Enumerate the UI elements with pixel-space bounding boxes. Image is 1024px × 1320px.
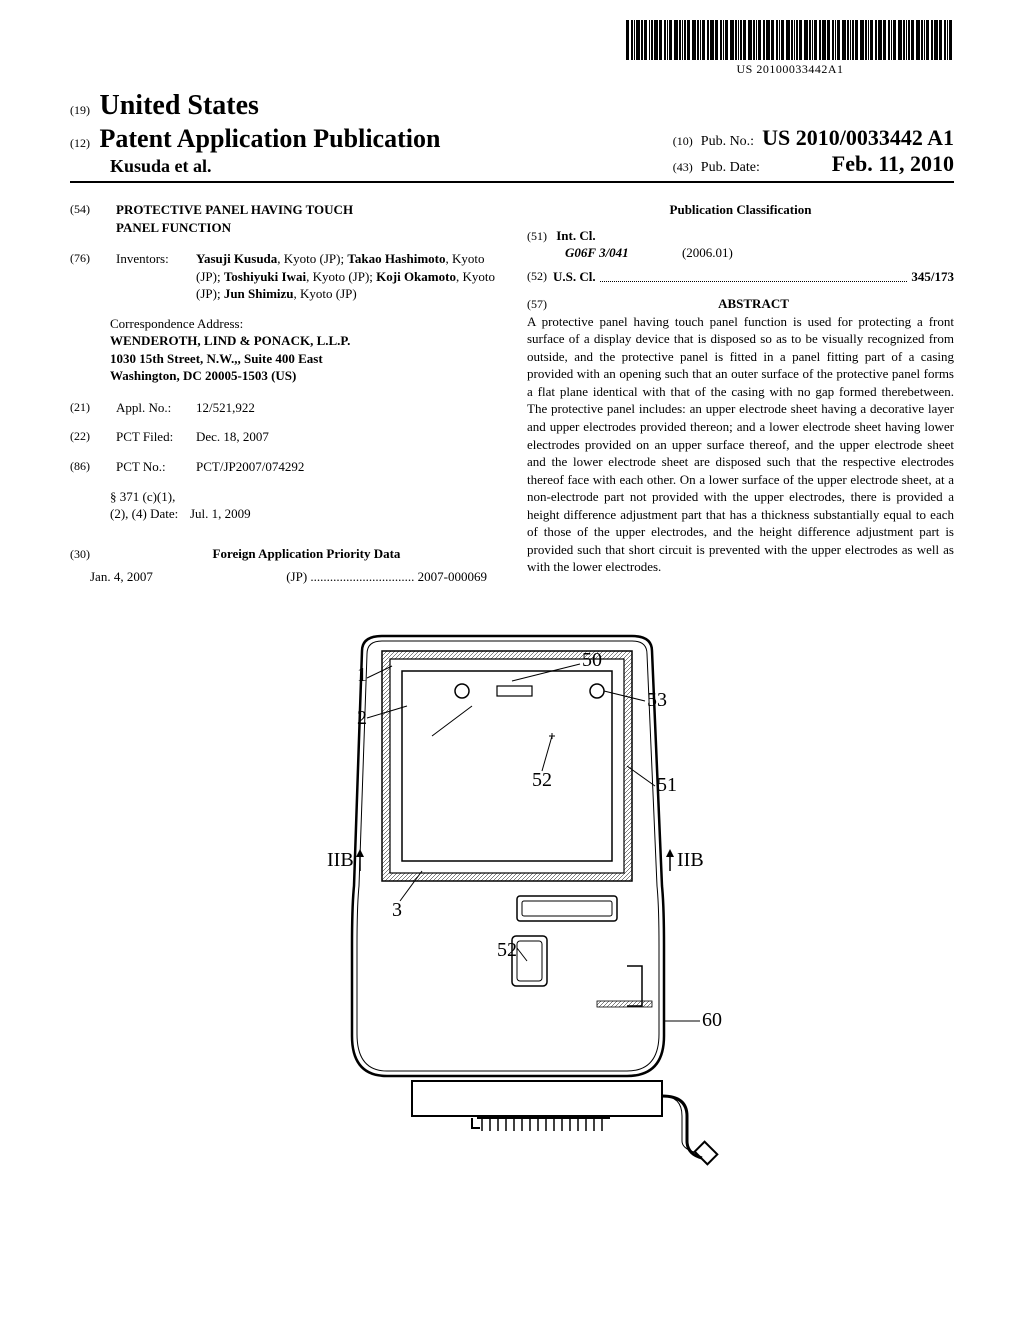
abstract-text: A protective panel having touch panel fu…	[527, 313, 954, 576]
code-30: (30)	[70, 546, 110, 562]
code-86: (86)	[70, 458, 110, 476]
barcode-text: US 20100033442A1	[626, 62, 954, 77]
fig-label-1: 1	[357, 664, 367, 686]
code-19: (19)	[70, 103, 90, 117]
applno-row: (21) Appl. No.: 12/521,922	[70, 399, 497, 417]
header-right: (10) Pub. No.: US 2010/0033442 A1 (43) P…	[673, 125, 954, 177]
uscl-value: 345/173	[911, 268, 954, 286]
authors-line: Kusuda et al.	[110, 156, 440, 177]
header: (19) United States (12) Patent Applicati…	[70, 90, 954, 183]
uscl-row: (52) U.S. Cl. 345/173	[527, 268, 954, 286]
code-51: (51)	[527, 229, 547, 243]
code-12: (12)	[70, 136, 90, 150]
code-10: (10)	[673, 134, 693, 149]
fig-label-3: 3	[392, 899, 402, 921]
fig-label-iib-right: IIB	[677, 849, 704, 871]
uscl-label: U.S. Cl.	[553, 268, 596, 286]
fig-label-2: 2	[357, 707, 367, 729]
priority-dots: ................................	[310, 569, 414, 584]
pctno-label: PCT No.:	[116, 458, 196, 476]
fig-label-53: 53	[647, 689, 667, 711]
s371-row: § 371 (c)(1), (2), (4) Date: Jul. 1, 200…	[110, 488, 497, 523]
pubdate-label: Pub. Date:	[701, 160, 760, 176]
priority-row: Jan. 4, 2007 (JP) ......................…	[90, 568, 487, 586]
code-43: (43)	[673, 160, 693, 175]
correspondence-line-1: 1030 15th Street, N.W.,, Suite 400 East	[110, 350, 497, 368]
fig-label-52a: 52	[532, 769, 552, 791]
barcode-graphic	[626, 20, 954, 60]
code-22: (22)	[70, 428, 110, 446]
pubno: US 2010/0033442 A1	[762, 125, 954, 151]
fig-label-iib-left: IIB	[327, 849, 354, 871]
patent-figure: 1 2 3 50 53 51 52	[232, 606, 792, 1166]
correspondence-block: Correspondence Address: WENDEROTH, LIND …	[110, 315, 497, 385]
pubno-label: Pub. No.:	[701, 134, 754, 150]
priority-country: (JP)	[286, 569, 307, 584]
applno-value: 12/521,922	[196, 399, 497, 417]
country: United States	[100, 90, 259, 121]
inventors-label: Inventors:	[116, 250, 196, 303]
correspondence-label: Correspondence Address:	[110, 315, 497, 333]
left-column: (54) PROTECTIVE PANEL HAVING TOUCH PANEL…	[70, 201, 497, 586]
right-column: Publication Classification (51) Int. Cl.…	[527, 201, 954, 586]
s371-line1: § 371 (c)(1),	[110, 489, 175, 504]
invention-title: PROTECTIVE PANEL HAVING TOUCH PANEL FUNC…	[116, 201, 396, 236]
inventors-value: Yasuji Kusuda, Kyoto (JP); Takao Hashimo…	[196, 250, 497, 303]
fig-label-50: 50	[582, 649, 602, 671]
code-21: (21)	[70, 399, 110, 417]
body-columns: (54) PROTECTIVE PANEL HAVING TOUCH PANEL…	[70, 201, 954, 586]
code-76: (76)	[70, 250, 110, 303]
intcl-label: Int. Cl.	[556, 228, 595, 243]
correspondence-line-0: WENDEROTH, LIND & PONACK, L.L.P.	[110, 332, 497, 350]
inventors-row: (76) Inventors: Yasuji Kusuda, Kyoto (JP…	[70, 250, 497, 303]
intcl-year: (2006.01)	[682, 245, 733, 260]
intcl-row: (51) Int. Cl. G06F 3/041 (2006.01)	[527, 227, 954, 262]
code-57: (57)	[527, 296, 547, 312]
intcl-code: G06F 3/041	[565, 245, 629, 260]
s371-date: Jul. 1, 2009	[190, 505, 497, 523]
pctfiled-value: Dec. 18, 2007	[196, 428, 497, 446]
priority-date: Jan. 4, 2007	[90, 568, 153, 586]
pctfiled-row: (22) PCT Filed: Dec. 18, 2007	[70, 428, 497, 446]
s371-line2: (2), (4) Date:	[110, 506, 178, 521]
code-54: (54)	[70, 201, 110, 217]
code-52: (52)	[527, 268, 547, 286]
barcode-block: US 20100033442A1	[626, 20, 954, 77]
publication-type: Patent Application Publication	[100, 124, 441, 153]
correspondence-line-2: Washington, DC 20005-1503 (US)	[110, 367, 497, 385]
abstract-head: ABSTRACT	[553, 295, 954, 313]
fig-label-52b: 52	[497, 939, 517, 961]
pctno-value: PCT/JP2007/074292	[196, 458, 497, 476]
fig-label-51: 51	[657, 774, 677, 796]
pctfiled-label: PCT Filed:	[116, 428, 196, 446]
priority-no: 2007-000069	[418, 569, 487, 584]
uscl-dots	[600, 268, 908, 283]
header-left: (19) United States (12) Patent Applicati…	[70, 90, 440, 177]
title-block: (54) PROTECTIVE PANEL HAVING TOUCH PANEL…	[70, 201, 497, 236]
applno-label: Appl. No.:	[116, 399, 196, 417]
pctno-row: (86) PCT No.: PCT/JP2007/074292	[70, 458, 497, 476]
pubdate: Feb. 11, 2010	[832, 151, 954, 177]
patent-page: US 20100033442A1 (19) United States (12)…	[0, 0, 1024, 1320]
priority-head: Foreign Application Priority Data	[116, 545, 497, 563]
classification-head: Publication Classification	[527, 201, 954, 219]
figure-area: 1 2 3 50 53 51 52	[70, 606, 954, 1166]
fig-label-60: 60	[702, 1009, 722, 1031]
